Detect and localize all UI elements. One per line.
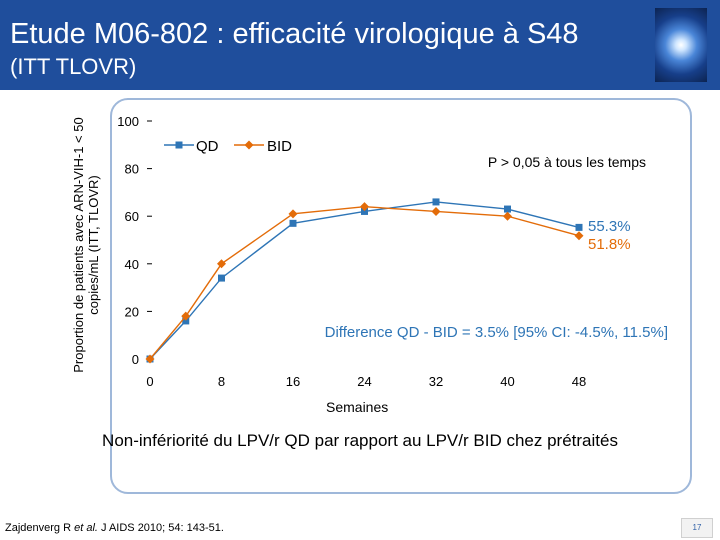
x-tick-label: 48 [572,374,586,389]
y-tick-label: 80 [125,162,139,177]
qd-final-value-label: 55.3% [588,218,631,235]
data-point-qd [504,205,511,213]
legend-marker-bid [244,140,254,150]
title-bar: Etude M06-802 : efficacité virologique à… [0,0,720,90]
data-point-bid [181,311,191,321]
series-line-qd [149,201,580,360]
difference-annotation: Difference QD - BID = 3.5% [95% CI: -4.5… [325,324,668,341]
data-point-qd [432,198,440,206]
data-point-qd [182,317,190,325]
x-tick-label: 0 [146,374,153,389]
series-line-bid [149,205,580,360]
y-tick-label: 40 [125,257,139,272]
legend-label-qd: QD [196,138,219,155]
data-point-qd [218,274,225,282]
x-tick-label: 24 [357,374,371,389]
x-tick-label: 8 [218,374,225,389]
x-tick-label: 16 [286,374,300,389]
legend-label-bid: BID [267,138,292,155]
y-tick-label: 20 [125,304,139,319]
y-tick-label: 0 [132,352,139,367]
bid-final-value-label: 51.8% [588,236,631,253]
citation: Zajdenverg R et al. J AIDS 2010; 54: 143… [5,522,224,534]
brand-logo-image [655,8,707,82]
data-point-bid [360,202,369,212]
data-point-bid [145,354,155,364]
conclusion-text: Non-infériorité du LPV/r QD par rapport … [102,431,618,450]
data-point-qd [361,207,368,215]
p-value-annotation: P > 0,05 à tous les temps [488,154,646,170]
x-axis-label: Semaines [326,399,389,415]
data-point-bid [574,231,584,241]
y-tick-label: 60 [125,209,139,224]
citation-etal: et al. [74,522,98,534]
citation-authors: Zajdenverg R [5,522,75,534]
x-tick-label: 32 [429,374,443,389]
data-point-bid [288,209,298,219]
legend-marker-qd [175,141,183,149]
citation-journal: J AIDS 2010; 54: 143-51. [97,522,224,534]
page-number: 17 [681,518,713,538]
slide-subtitle: (ITT TLOVR) [10,54,137,79]
data-point-qd [575,223,583,231]
data-point-bid [503,211,512,221]
slide-title: Etude M06-802 : efficacité virologique à… [10,18,579,50]
x-tick-label: 40 [500,374,514,389]
y-tick-label: 100 [117,114,139,129]
data-point-bid [431,206,441,216]
data-point-qd [289,219,297,227]
data-point-bid [217,259,226,269]
